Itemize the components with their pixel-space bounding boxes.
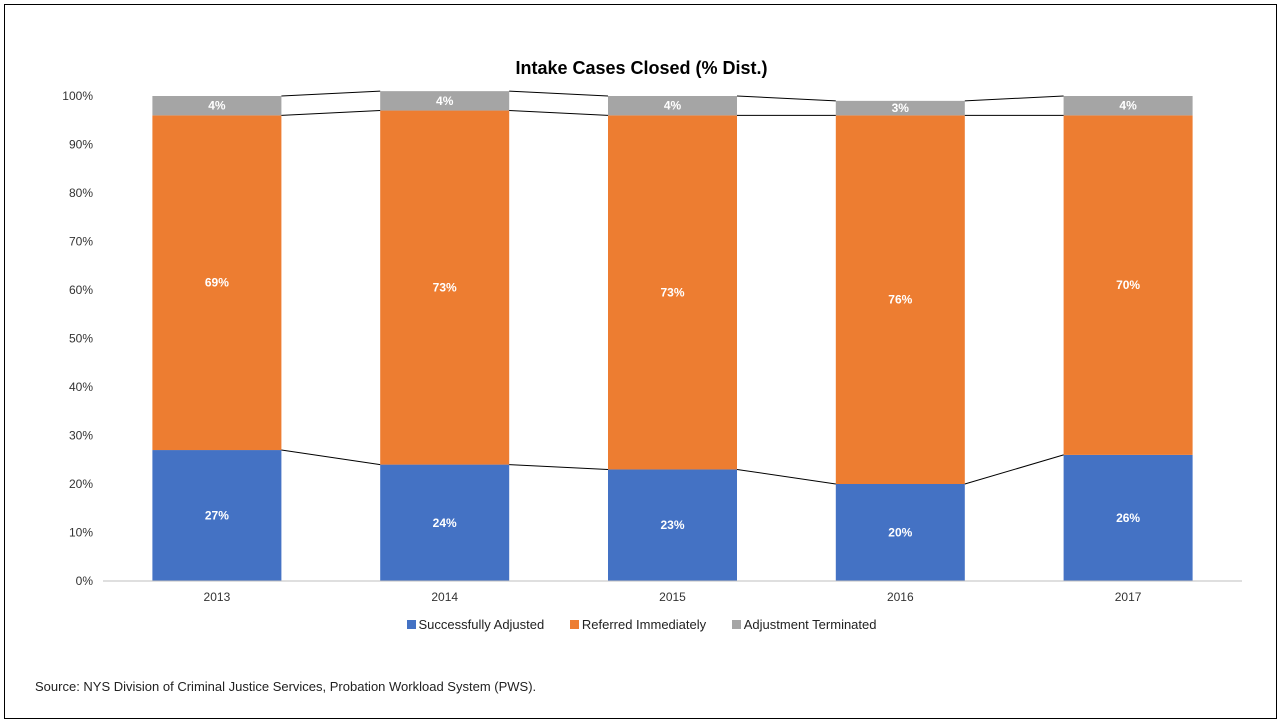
bar-segment-successfully-adjusted [835, 484, 965, 581]
series-line [964, 454, 1064, 485]
x-tick-label: 2016 [887, 590, 914, 604]
data-label: 4% [1119, 99, 1137, 113]
legend-swatch [569, 620, 579, 629]
data-label: 23% [660, 518, 684, 532]
legend-swatch [731, 620, 741, 629]
data-label: 3% [892, 101, 910, 115]
x-tick-label: 2015 [659, 590, 686, 604]
legend-item-referred-immediately: Referred Immediately [569, 617, 707, 632]
bar-segment-referred-immediately [1063, 115, 1193, 455]
bar-segment-adjustment-terminated [152, 96, 282, 116]
data-label: 27% [205, 509, 229, 523]
bar-segment-adjustment-terminated [380, 91, 510, 111]
y-tick-label: 60% [69, 283, 93, 297]
data-label: 20% [888, 526, 912, 540]
bar-segment-adjustment-terminated [1063, 96, 1193, 116]
series-line [281, 90, 381, 97]
data-label: 73% [433, 281, 457, 295]
series-line [736, 95, 836, 102]
x-tick-label: 2013 [204, 590, 231, 604]
data-label: 70% [1116, 278, 1140, 292]
x-tick-label: 2017 [1115, 590, 1142, 604]
y-tick-label: 20% [69, 477, 93, 491]
series-line [964, 95, 1064, 102]
data-label: 4% [436, 94, 454, 108]
data-label: 4% [664, 99, 682, 113]
bar-segment-referred-immediately [152, 115, 282, 451]
bar-segment-referred-immediately [380, 110, 510, 465]
bar-segment-successfully-adjusted [1063, 454, 1193, 581]
y-tick-label: 100% [62, 89, 93, 103]
y-tick-label: 90% [69, 138, 93, 152]
bar-segment-adjustment-terminated [835, 100, 965, 116]
series-line [509, 90, 609, 97]
series-line [509, 110, 609, 116]
legend-item-successfully-adjusted: Successfully Adjusted [406, 617, 545, 632]
y-tick-label: 40% [69, 380, 93, 394]
legend-item-adjustment-terminated: Adjustment Terminated [731, 617, 877, 632]
legend-label: Successfully Adjusted [418, 617, 545, 632]
legend-label: Referred Immediately [581, 617, 707, 632]
bar-segment-successfully-adjusted [380, 464, 510, 581]
y-tick-label: 70% [69, 235, 93, 249]
y-tick-label: 0% [76, 574, 94, 588]
series-line [509, 464, 609, 470]
series-line [736, 468, 836, 485]
y-tick-label: 50% [69, 332, 93, 346]
y-tick-label: 10% [69, 526, 93, 540]
data-label: 76% [888, 293, 912, 307]
data-label: 24% [433, 516, 457, 530]
x-tick-label: 2014 [431, 590, 458, 604]
source-note: Source: NYS Division of Criminal Justice… [35, 679, 537, 694]
legend-swatch [406, 620, 416, 629]
legend-label: Adjustment Terminated [743, 617, 877, 632]
series-line [281, 449, 381, 466]
chart-legend: Successfully Adjusted Referred Immediate… [0, 617, 1283, 632]
data-label: 4% [208, 99, 226, 113]
data-label: 69% [205, 276, 229, 290]
bar-segment-adjustment-terminated [608, 96, 737, 116]
y-tick-label: 30% [69, 429, 93, 443]
bar-segment-successfully-adjusted [152, 450, 282, 581]
chart-title: Intake Cases Closed (% Dist.) [515, 58, 768, 78]
y-tick-label: 80% [69, 186, 93, 200]
series-line [281, 110, 381, 116]
data-label: 73% [660, 285, 684, 299]
bar-segment-successfully-adjusted [608, 469, 737, 581]
bar-segment-referred-immediately [835, 115, 965, 485]
bar-segment-referred-immediately [608, 115, 737, 470]
data-label: 26% [1116, 511, 1140, 525]
